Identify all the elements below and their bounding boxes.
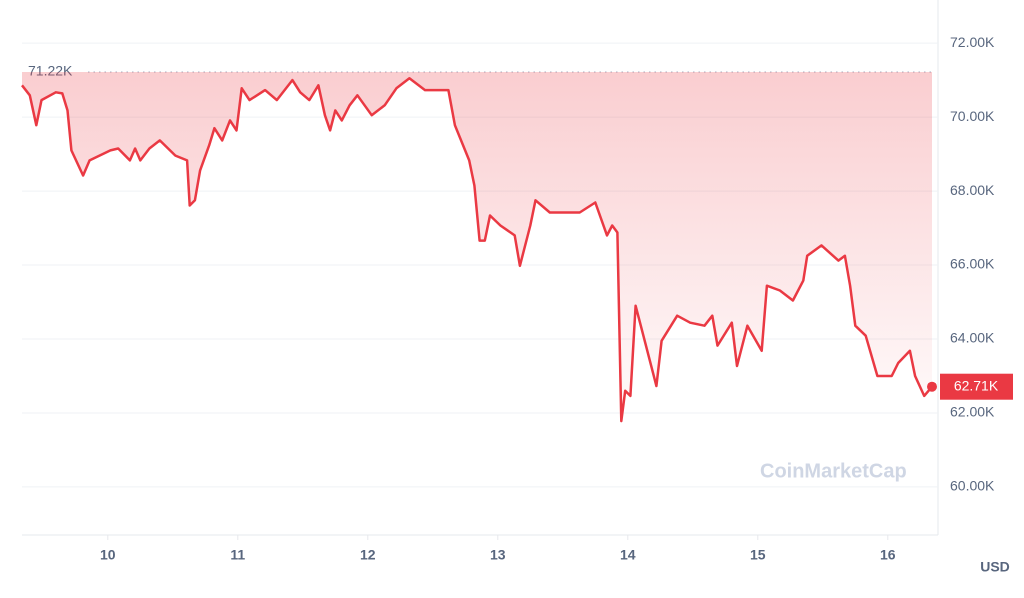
x-tick-label: 13 — [490, 547, 506, 563]
y-tick-label: 66.00K — [950, 256, 995, 272]
x-tick-label: 11 — [230, 547, 245, 563]
price-line — [21, 77, 933, 423]
last-price-box — [940, 373, 1013, 400]
x-tick-label: 15 — [750, 547, 766, 563]
y-tick-label: 60.00K — [950, 478, 995, 494]
x-tick-label: 14 — [620, 547, 636, 563]
y-tick-label: 62.00K — [950, 404, 995, 420]
y-tick-label: 68.00K — [950, 182, 995, 198]
y-tick-label: 70.00K — [950, 108, 995, 124]
x-tick-label: 16 — [880, 547, 896, 563]
currency-label: USD — [980, 559, 1010, 575]
y-tick-label: 64.00K — [950, 330, 995, 346]
last-price-dot — [927, 381, 937, 392]
x-tick-label: 10 — [100, 547, 116, 563]
area — [22, 71, 932, 422]
x-tick-label: 12 — [360, 547, 376, 563]
last-price-label: 62.71K — [954, 377, 999, 393]
y-tick-label: 72.00K — [950, 34, 995, 50]
watermark: CoinMarketCap — [760, 460, 907, 482]
